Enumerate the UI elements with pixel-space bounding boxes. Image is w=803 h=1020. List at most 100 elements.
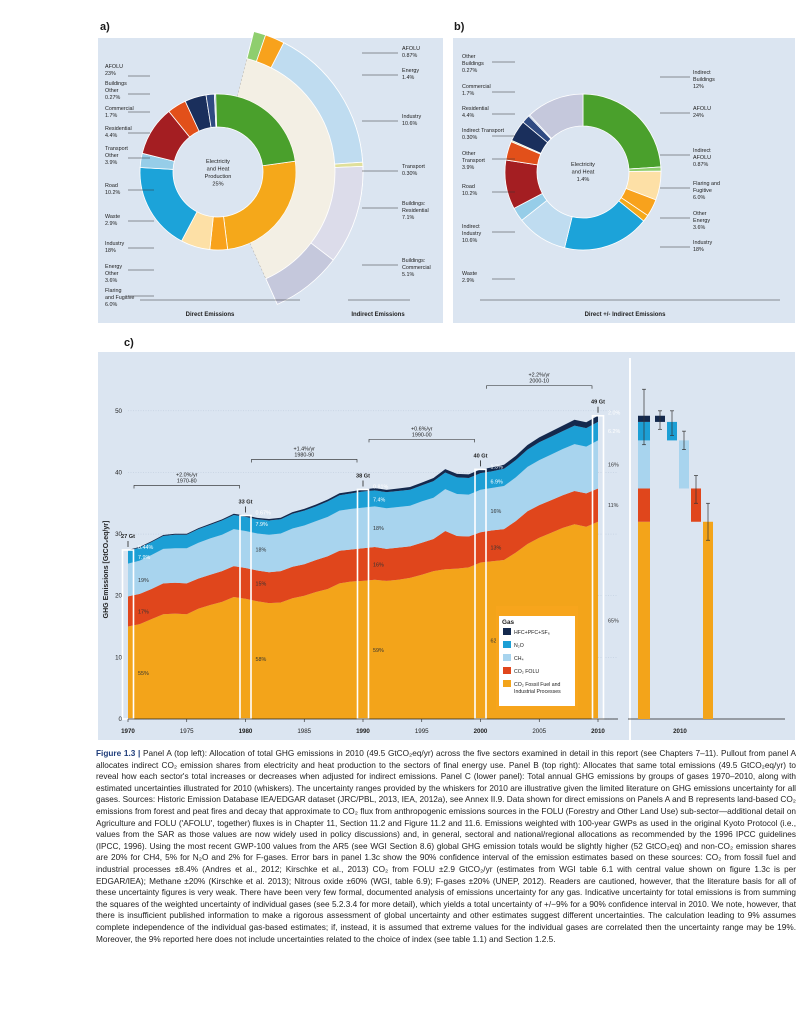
panel-c-legend-swatch <box>503 667 511 674</box>
panel-c-growth-period: 2000-10 <box>529 379 549 385</box>
panel-a-left-label: Flaring <box>105 288 121 294</box>
panel-a-right-label: 7.1% <box>402 215 414 221</box>
panel-c-share-label: 59% <box>373 648 384 654</box>
panel-c-legend-swatch <box>503 641 511 648</box>
panel-c-xtick: 2000 <box>474 728 488 735</box>
panel-a-left-label: Other <box>105 271 119 277</box>
panel-a-left-label: Other <box>105 88 119 94</box>
panel-a-right-label: Commercial <box>402 265 431 271</box>
panel-b-left-label: 4.4% <box>462 113 474 119</box>
panel-c-growth-bracket <box>251 459 358 463</box>
panel-b-left-label: 10.2% <box>462 191 477 197</box>
panel-b-right-label: Indirect <box>693 70 711 76</box>
panel-c-legend-inner <box>499 616 575 706</box>
panel-b-left-label: Indirect <box>462 224 480 230</box>
panel-c-total-label: 40 Gt <box>474 453 488 459</box>
panel-c-growth-period: 1980-90 <box>294 452 314 458</box>
panel-c-total-label: 33 Gt <box>239 499 253 505</box>
panel-b-right-label: AFOLU <box>693 155 711 161</box>
panel-c-xtick: 2010 <box>591 728 605 735</box>
panel-b-right-label: Other <box>693 211 707 217</box>
panel-c-total-label: 27 Gt <box>121 534 135 540</box>
panel-c-share-label: 7.9% <box>256 522 268 528</box>
panel-c-ytick: 40 <box>115 469 122 476</box>
panel-a-left-label: Transport <box>105 146 128 152</box>
panel-c-right-stack <box>638 488 650 522</box>
panel-c-ytick: 50 <box>115 408 122 415</box>
panel-c-share-label: 0.81% <box>373 484 388 490</box>
panel-c-right-stack <box>638 521 650 719</box>
panel-b-left-label: Residential <box>462 106 489 112</box>
panel-b-left-label: 2.9% <box>462 278 474 284</box>
panel-c-xtick: 1990 <box>356 728 370 735</box>
panel-c-ytick: 20 <box>115 593 122 600</box>
panel-b-right-label: 6.0% <box>693 195 705 201</box>
panel-c-series-area <box>128 440 598 597</box>
panel-a-direct-caption: Direct Emissions <box>186 312 235 318</box>
panel-a-left-label: 10.2% <box>105 190 120 196</box>
panel-a-indirect-caption: Indirect Emissions <box>351 312 405 318</box>
panel-c-growth-rate: +2.0%/yr <box>176 472 198 478</box>
panel-a-center-label: Electricity <box>206 159 230 165</box>
panel-b-caption: Direct +/- Indirect Emissions <box>585 312 667 318</box>
panel-a-left-label: 4.4% <box>105 133 117 139</box>
panel-c-right-waterfall <box>679 440 689 489</box>
panel-a-center-label: and Heat <box>207 167 230 173</box>
panel-c-share-label: 7.4% <box>373 498 385 504</box>
panel-c-share-label: 1.3% <box>491 464 503 470</box>
panel-c-total-label: 38 Gt <box>356 473 370 479</box>
panel-c-share-label: 6.2% <box>608 429 620 435</box>
panel-b-right-label: 3.6% <box>693 225 705 231</box>
panel-c-right-xtick: 2010 <box>673 728 687 735</box>
panel-c-legend-title: Gas <box>502 619 515 626</box>
panel-c-ytick: 10 <box>115 654 122 661</box>
panel-b-right-label: Flaring and <box>693 181 720 187</box>
panel-a-right-label: 0.30% <box>402 171 417 177</box>
panel-c-share-label: 6.9% <box>491 479 503 485</box>
panel-a-left-label: Residential <box>105 126 132 132</box>
panel-a-left-label: and Fugitive <box>105 295 134 301</box>
panel-b-left-label: Other <box>462 151 476 157</box>
panel-a-left-label: 1.7% <box>105 113 117 119</box>
panel-b-left-label: Road <box>462 184 475 190</box>
panel-a-right-label: Buildings: <box>402 201 425 207</box>
panel-a-center-label: Production <box>205 174 232 180</box>
panel-c-share-label: 65% <box>608 618 619 624</box>
panel-c-total-label: 49 Gt <box>591 400 605 406</box>
panel-c-area-chart: 0 10 20 30 40 50 GHG Emissions [GtCO₂eq/yr] 27 … <box>103 373 620 735</box>
panel-c-legend-label: N₂O <box>514 643 524 649</box>
caption-text: Panel A (top left): Allocation of total … <box>96 749 796 944</box>
panel-a-left-label: 2.9% <box>105 221 117 227</box>
panel-c-right-waterfall <box>691 488 701 522</box>
panel-c-growth-period: 1990-00 <box>412 432 432 438</box>
panel-a-right-label: Residential <box>402 208 429 214</box>
panel-a-right-label: 1.4% <box>402 75 414 81</box>
panel-a-label: a) <box>100 21 110 33</box>
panel-b-right-label: 12% <box>693 84 704 90</box>
panel-b-slice <box>529 93 584 139</box>
panel-b-right-label: Buildings <box>693 77 715 83</box>
panel-a-right-label: Buildings: <box>402 258 425 264</box>
panel-c-share-label: 0.67% <box>256 510 271 516</box>
panel-a-right-label: 5.1% <box>402 272 414 278</box>
panel-b-right-label: 0.87% <box>693 162 708 168</box>
panel-c-share-label: 2.0% <box>608 411 620 417</box>
panel-b-background <box>453 38 795 323</box>
panel-c-legend-swatch <box>503 680 511 687</box>
panel-c-label: c) <box>124 337 134 349</box>
panel-c-xtick: 1985 <box>297 728 311 735</box>
panel-a-left-label: Road <box>105 183 118 189</box>
panel-b-center-label: 1.4% <box>577 177 590 183</box>
panel-c-share-label: 18% <box>256 548 267 554</box>
panel-a-right-label: Industry <box>402 114 421 120</box>
panel-b-center-label: and Heat <box>572 170 595 176</box>
panel-c-share-label: 58% <box>256 657 267 663</box>
panel-c-legend-swatch <box>503 628 511 635</box>
panel-a-right-label: Energy <box>402 68 419 74</box>
panel-c-growth-bracket <box>368 439 475 443</box>
panel-c-share-label: 16% <box>608 462 619 468</box>
panel-c-ytick: 0 <box>119 716 123 723</box>
panel-b-left-label: Buildings <box>462 61 484 67</box>
